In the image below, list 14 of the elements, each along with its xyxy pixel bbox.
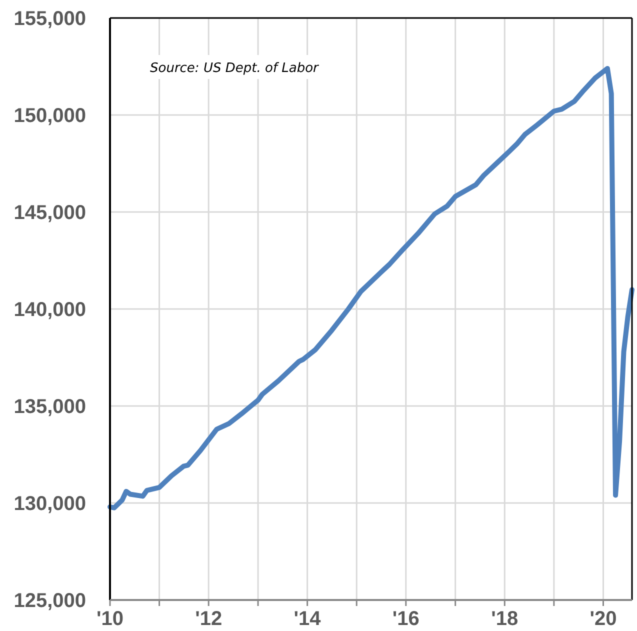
y-tick-label: 125,000 [14, 590, 86, 612]
x-tick-label: '12 [195, 608, 222, 630]
y-tick-label: 135,000 [14, 396, 86, 418]
y-tick-label: 130,000 [14, 493, 86, 515]
annotation: Source: US Dept. of Labor [150, 61, 320, 76]
x-tick-label: '16 [392, 608, 420, 630]
x-tick-label: '14 [294, 608, 322, 630]
y-tick-label: 145,000 [14, 202, 86, 224]
y-tick-label: 140,000 [14, 299, 86, 321]
x-tick-label: '18 [491, 608, 518, 630]
y-tick-label: 155,000 [14, 8, 86, 30]
x-tick-label: '10 [96, 608, 124, 630]
x-tick-label: '20 [590, 608, 617, 630]
y-tick-label: 150,000 [14, 105, 86, 127]
